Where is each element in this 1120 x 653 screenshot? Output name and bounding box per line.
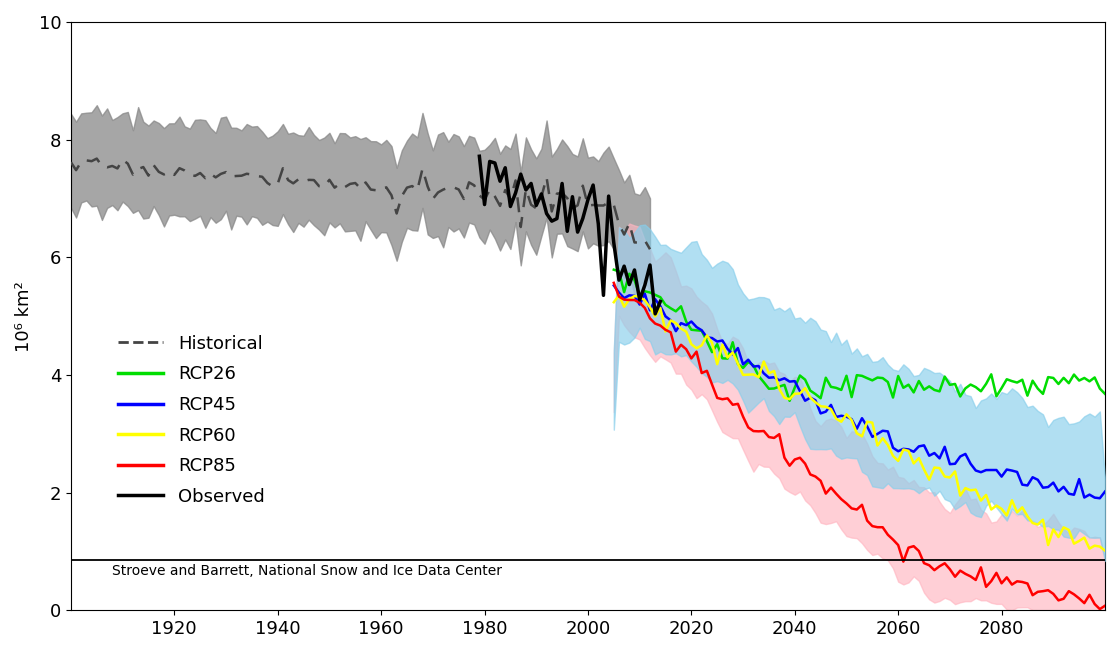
Text: Stroeve and Barrett, National Snow and Ice Data Center: Stroeve and Barrett, National Snow and I…	[112, 564, 502, 578]
Legend: Historical, RCP26, RCP45, RCP60, RCP85, Observed: Historical, RCP26, RCP45, RCP60, RCP85, …	[111, 327, 272, 513]
Y-axis label: 10⁶ km²: 10⁶ km²	[15, 281, 32, 351]
